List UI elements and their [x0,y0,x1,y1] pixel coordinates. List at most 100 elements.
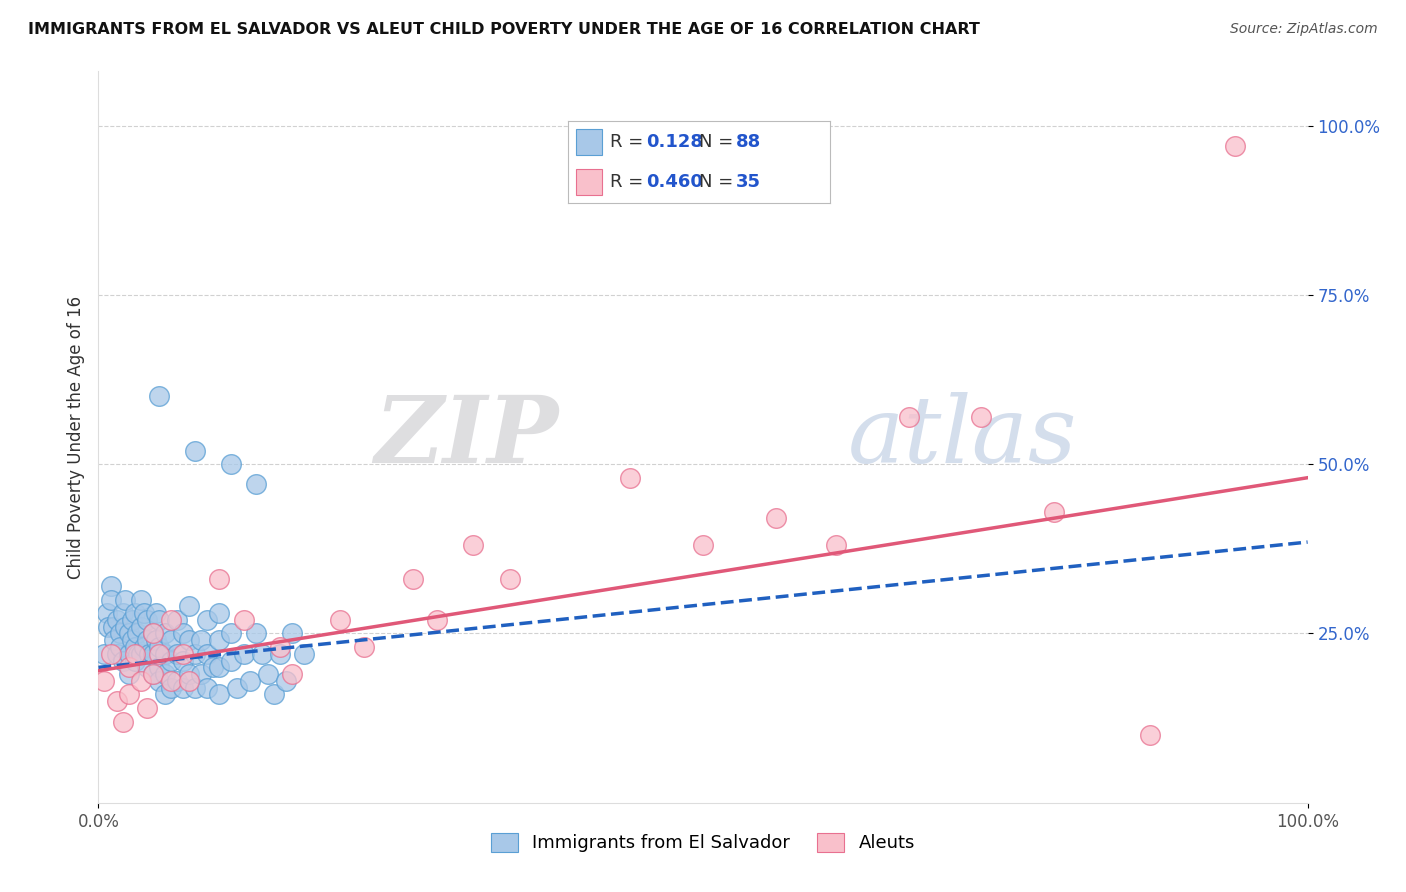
Point [179,673,201,688]
Point [97,620,120,634]
Point [135,613,157,627]
Point [93,647,115,661]
Point [166,647,188,661]
Point [135,633,157,648]
Point [111,714,134,729]
Point [172,647,194,661]
Point [226,681,249,695]
Point [160,673,183,688]
Point [148,647,170,661]
Point [160,613,183,627]
Text: R =: R = [610,133,648,152]
Point [172,626,194,640]
Point [208,688,231,702]
Point [148,640,170,654]
Point [118,688,141,702]
Point [160,633,183,648]
Point [118,647,141,661]
Point [103,633,125,648]
Point [463,538,485,552]
Point [105,613,128,627]
Point [153,626,176,640]
Point [114,592,136,607]
Point [498,572,520,586]
Point [100,647,122,661]
Text: 0.128: 0.128 [647,133,703,152]
Point [105,647,128,661]
Point [1042,505,1064,519]
Point [129,592,152,607]
Point [153,688,176,702]
Point [148,660,170,674]
Point [269,647,291,661]
Point [184,647,207,661]
Point [118,667,141,681]
Point [111,654,134,668]
Point [256,667,278,681]
Point [202,660,225,674]
Point [1139,728,1161,742]
Point [135,701,157,715]
Point [825,538,848,552]
Point [100,579,122,593]
Point [208,633,231,648]
Point [426,613,449,627]
Point [221,626,243,640]
Point [129,673,152,688]
Point [124,640,146,654]
Point [179,667,201,681]
Point [281,626,304,640]
Point [114,620,136,634]
Point [160,681,183,695]
Point [208,660,231,674]
Point [765,511,787,525]
Point [281,667,304,681]
Point [195,647,218,661]
Point [190,633,212,648]
Point [245,477,267,491]
Point [692,538,714,552]
Point [148,389,170,403]
Point [105,694,128,708]
Point [184,681,207,695]
Point [172,681,194,695]
Text: N =: N = [699,133,738,152]
Point [145,606,167,620]
Point [160,654,183,668]
Point [221,654,243,668]
Point [353,640,375,654]
Legend: Immigrants from El Salvador, Aleuts: Immigrants from El Salvador, Aleuts [484,826,922,860]
Point [111,606,134,620]
Point [101,620,124,634]
Text: 35: 35 [735,173,761,191]
Point [245,626,267,640]
Point [142,667,165,681]
Point [172,654,194,668]
Bar [576,169,602,195]
Point [127,647,149,661]
Point [118,660,141,674]
Point [970,409,993,424]
Text: ZIP: ZIP [374,392,558,482]
Point [166,673,188,688]
Text: N =: N = [699,173,738,191]
Point [269,640,291,654]
Point [208,606,231,620]
Point [619,471,641,485]
Point [232,613,254,627]
Point [239,673,262,688]
Point [134,640,156,654]
Point [250,647,273,661]
Point [153,667,176,681]
Point [124,606,146,620]
Point [179,633,201,648]
Point [121,613,143,627]
Bar [576,129,602,155]
Point [184,443,207,458]
Point [897,409,920,424]
Point [166,613,188,627]
Text: Source: ZipAtlas.com: Source: ZipAtlas.com [1230,22,1378,37]
Point [292,647,315,661]
Point [142,626,165,640]
Point [1223,139,1246,153]
